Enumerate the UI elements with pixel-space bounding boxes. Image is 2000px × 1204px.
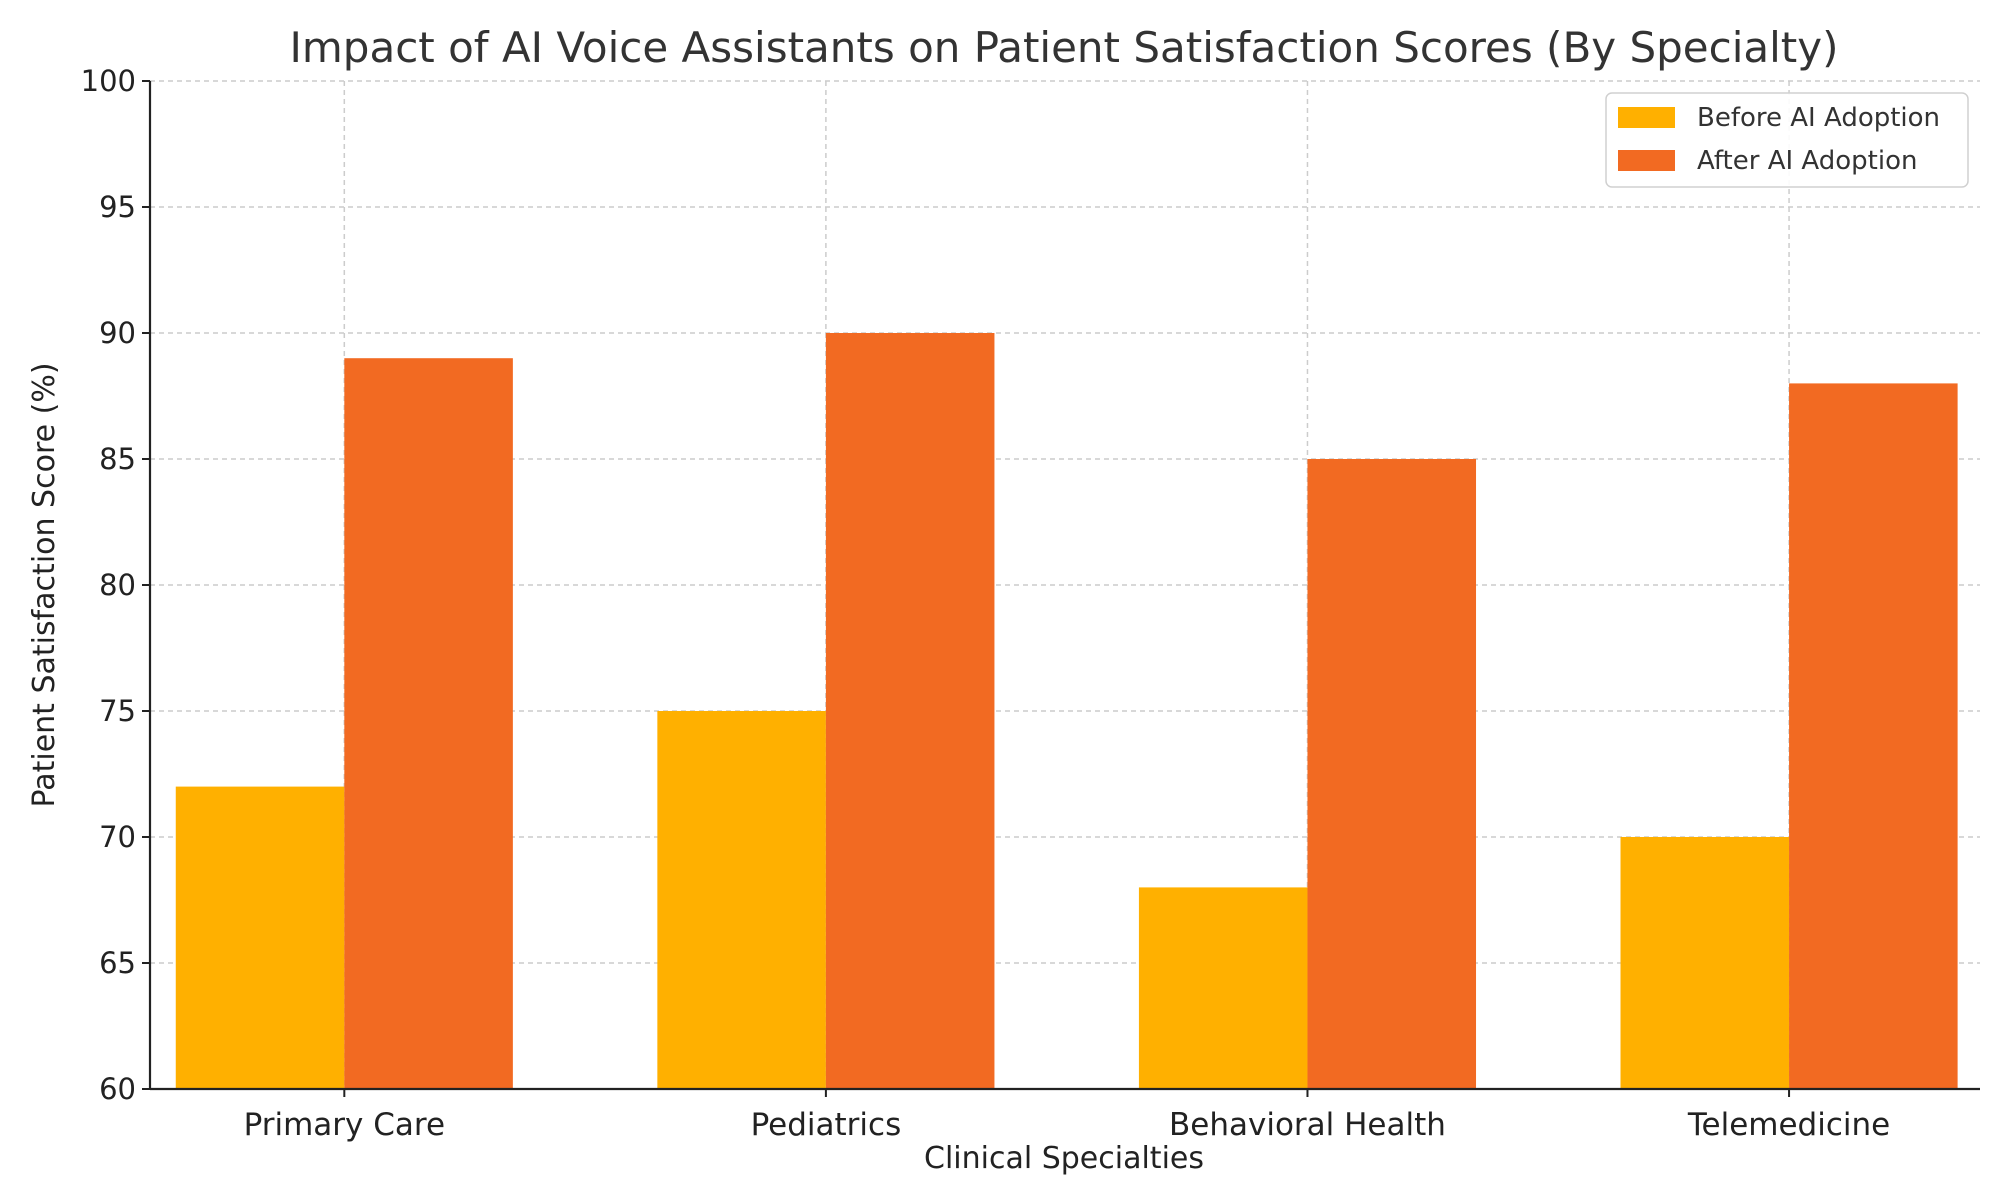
x-tick-label: Pediatrics	[751, 1107, 902, 1143]
y-tick-label: 70	[99, 820, 136, 854]
y-tick-label: 95	[99, 190, 136, 224]
tick-labels: 60 65 70 75 80 85 90 95 100 Primary Care Pediatric…	[81, 64, 1891, 1143]
y-tick-label: 65	[99, 946, 136, 980]
bar-before-pediatrics	[657, 711, 826, 1089]
y-tick-label: 100	[81, 64, 136, 98]
y-axis-label: Patient Satisfaction Score (%)	[27, 362, 62, 807]
bar-after-pediatrics	[825, 333, 995, 1089]
y-tick-label: 80	[99, 568, 136, 602]
bar-after-primary-care	[344, 358, 513, 1089]
legend-swatch	[1618, 107, 1675, 128]
legend-box	[1605, 92, 1969, 188]
bar-after-telemedicine	[1789, 383, 1958, 1089]
x-tick-label: Behavioral Health	[1169, 1107, 1446, 1143]
bar-before-primary-care	[175, 786, 345, 1089]
y-tick-label: 90	[99, 316, 136, 350]
legend: Before AI Adoption After AI Adoption	[1605, 92, 1969, 188]
x-axis-label: Clinical Specialties	[924, 1141, 1204, 1176]
bar-before-telemedicine	[1620, 837, 1790, 1089]
chart-title: Impact of AI Voice Assistants on Patient…	[290, 23, 1839, 72]
x-tick-label: Telemedicine	[1687, 1107, 1890, 1143]
y-tick-label: 85	[99, 442, 136, 476]
y-tick-label: 75	[99, 694, 136, 728]
legend-label: After AI Adoption	[1697, 146, 1917, 176]
legend-swatch	[1618, 150, 1675, 171]
bar-before-behavioral-health	[1138, 887, 1308, 1089]
legend-label: Before AI Adoption	[1697, 103, 1940, 133]
axes	[142, 80, 1980, 1097]
bar-after-behavioral-health	[1307, 459, 1477, 1089]
x-tick-label: Primary Care	[244, 1107, 445, 1143]
y-tick-label: 60	[99, 1072, 136, 1106]
bars	[175, 333, 1958, 1089]
